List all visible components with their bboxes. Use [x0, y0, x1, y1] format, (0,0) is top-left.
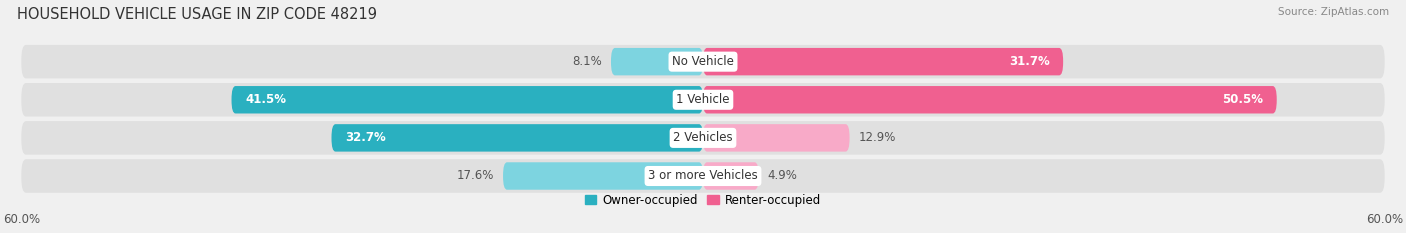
FancyBboxPatch shape	[703, 48, 1063, 75]
FancyBboxPatch shape	[332, 124, 703, 152]
Text: 3 or more Vehicles: 3 or more Vehicles	[648, 169, 758, 182]
Text: 4.9%: 4.9%	[768, 169, 797, 182]
Text: 32.7%: 32.7%	[344, 131, 385, 144]
Text: Source: ZipAtlas.com: Source: ZipAtlas.com	[1278, 7, 1389, 17]
Text: 8.1%: 8.1%	[572, 55, 602, 68]
FancyBboxPatch shape	[503, 162, 703, 190]
Text: 41.5%: 41.5%	[245, 93, 287, 106]
Text: 50.5%: 50.5%	[1222, 93, 1263, 106]
Text: 12.9%: 12.9%	[859, 131, 896, 144]
FancyBboxPatch shape	[703, 86, 1277, 113]
FancyBboxPatch shape	[21, 159, 1385, 193]
FancyBboxPatch shape	[21, 121, 1385, 155]
FancyBboxPatch shape	[232, 86, 703, 113]
Text: HOUSEHOLD VEHICLE USAGE IN ZIP CODE 48219: HOUSEHOLD VEHICLE USAGE IN ZIP CODE 4821…	[17, 7, 377, 22]
FancyBboxPatch shape	[703, 124, 849, 152]
Text: 1 Vehicle: 1 Vehicle	[676, 93, 730, 106]
Text: 17.6%: 17.6%	[457, 169, 494, 182]
Text: No Vehicle: No Vehicle	[672, 55, 734, 68]
FancyBboxPatch shape	[21, 45, 1385, 79]
FancyBboxPatch shape	[21, 83, 1385, 116]
Text: 31.7%: 31.7%	[1008, 55, 1049, 68]
Text: 2 Vehicles: 2 Vehicles	[673, 131, 733, 144]
FancyBboxPatch shape	[703, 162, 759, 190]
FancyBboxPatch shape	[612, 48, 703, 75]
Legend: Owner-occupied, Renter-occupied: Owner-occupied, Renter-occupied	[579, 189, 827, 211]
